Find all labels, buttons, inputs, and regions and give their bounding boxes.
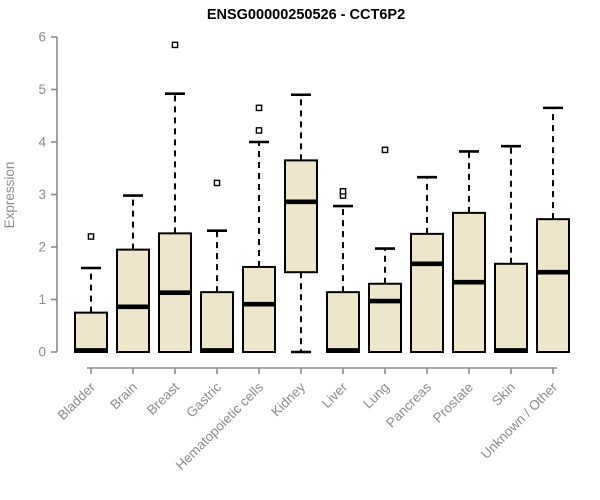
y-tick-label: 6 [38, 30, 46, 45]
chart-title: ENSG00000250526 - CCT6P2 [207, 7, 405, 23]
boxplot-series [74, 41, 570, 354]
outlier-point [255, 104, 263, 112]
outlier-point [255, 127, 263, 134]
boxplot-unknown-other [536, 106, 570, 353]
y-tick-label: 2 [38, 240, 46, 255]
boxplot-pancreas [410, 175, 444, 353]
boxplot-kidney [284, 93, 318, 354]
iqr-box [536, 218, 570, 353]
outlier-point [87, 233, 95, 240]
outlier-point [171, 41, 179, 49]
x-tick-label: Breast [144, 379, 182, 417]
iqr-box [368, 282, 402, 353]
y-tick-label: 5 [38, 82, 46, 97]
iqr-box [74, 311, 108, 353]
y-tick-label: 1 [38, 292, 46, 307]
x-tick-label: Brain [107, 380, 140, 413]
x-tick-label: Liver [319, 379, 351, 411]
boxplot-bladder [74, 233, 108, 353]
boxplot-breast [158, 41, 192, 354]
outlier-point [213, 179, 221, 187]
iqr-box [242, 265, 276, 354]
x-tick-label: Pancreas [383, 379, 434, 430]
iqr-box [200, 291, 234, 353]
y-axis-label: Expression [2, 162, 17, 229]
x-tick-label: Prostate [430, 380, 476, 426]
y-tick-label: 3 [38, 187, 46, 202]
boxplot-hematopoietic-cells [242, 104, 276, 354]
y-tick-label: 4 [38, 135, 46, 150]
x-tick-label: Bladder [55, 379, 99, 423]
outlier-point [339, 188, 347, 195]
boxplot-brain [116, 194, 150, 353]
boxplot-lung [368, 146, 402, 353]
iqr-box [494, 262, 528, 353]
iqr-box [410, 232, 444, 353]
y-axis: 0 1 2 3 4 5 6 [38, 30, 58, 360]
boxplot-prostate [452, 150, 486, 353]
iqr-box [284, 159, 318, 274]
x-tick-label: Unknown / Other [478, 379, 561, 462]
outlier-point [381, 146, 389, 154]
boxplot-gastric [200, 179, 234, 353]
boxplot-skin [494, 144, 528, 353]
boxplot-liver [326, 188, 360, 353]
x-tick-label: Gastric [183, 379, 224, 420]
y-tick-label: 0 [38, 345, 46, 360]
x-tick-label: Kidney [268, 379, 308, 419]
iqr-box [116, 248, 150, 353]
iqr-box [326, 291, 360, 353]
x-tick-label: Skin [489, 380, 518, 409]
x-tick-label: Lung [360, 380, 392, 412]
